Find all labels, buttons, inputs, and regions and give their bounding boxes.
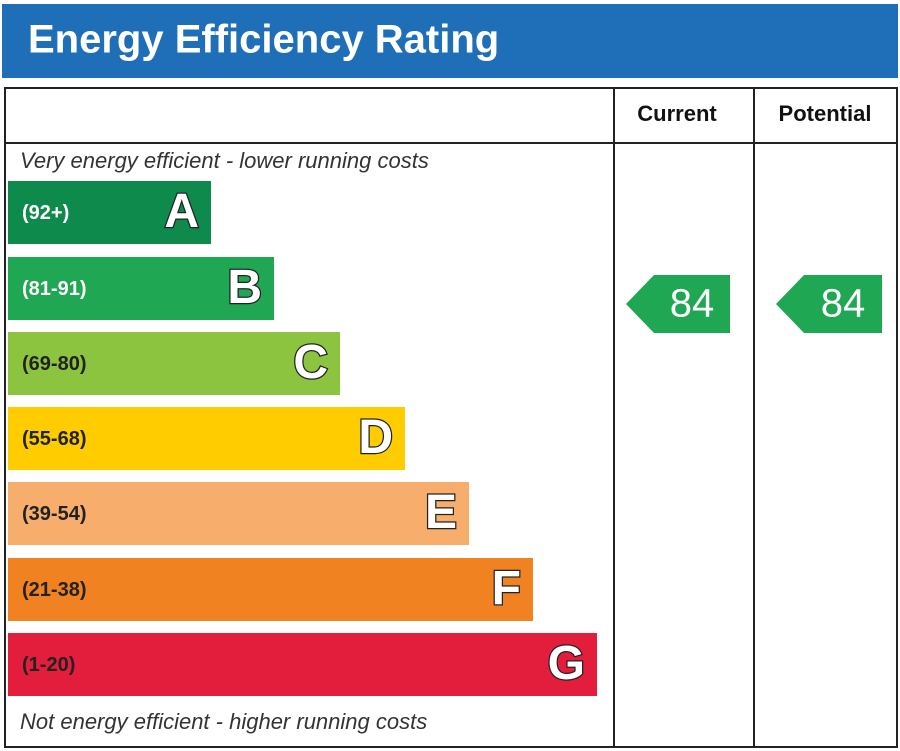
rating-arrow	[626, 275, 730, 333]
table-frame	[4, 87, 898, 748]
bottom-note: Not energy efficient - higher running co…	[20, 709, 427, 734]
column-header: Current	[637, 101, 717, 126]
band-range: (81-91)	[22, 278, 86, 300]
band-range: (1-20)	[22, 654, 75, 676]
band-range: (69-80)	[22, 353, 86, 375]
rating-value: 84	[670, 282, 715, 326]
band-bar	[8, 332, 340, 395]
band-range: (39-54)	[22, 503, 86, 525]
header-bar	[2, 4, 898, 78]
title: Energy Efficiency Rating	[28, 18, 499, 62]
band-bar	[8, 257, 274, 320]
band-letter: D	[358, 411, 393, 464]
band-letter: F	[492, 562, 521, 615]
band-letter: G	[548, 637, 585, 690]
band-bar	[8, 482, 469, 545]
band-range: (21-38)	[22, 579, 86, 601]
band-letter: E	[425, 486, 457, 539]
band-range: (55-68)	[22, 428, 86, 450]
band-bar	[8, 633, 597, 696]
band-letter: B	[227, 261, 262, 314]
top-note: Very energy efficient - lower running co…	[20, 148, 429, 173]
band-range: (92+)	[22, 202, 69, 224]
band-bar	[8, 407, 405, 470]
band-letter: C	[293, 336, 328, 389]
band-bar	[8, 558, 533, 621]
rating-arrow	[776, 275, 882, 333]
rating-value: 84	[821, 282, 866, 326]
band-letter: A	[164, 185, 199, 238]
column-header: Potential	[779, 101, 872, 126]
band-bar	[8, 181, 211, 244]
